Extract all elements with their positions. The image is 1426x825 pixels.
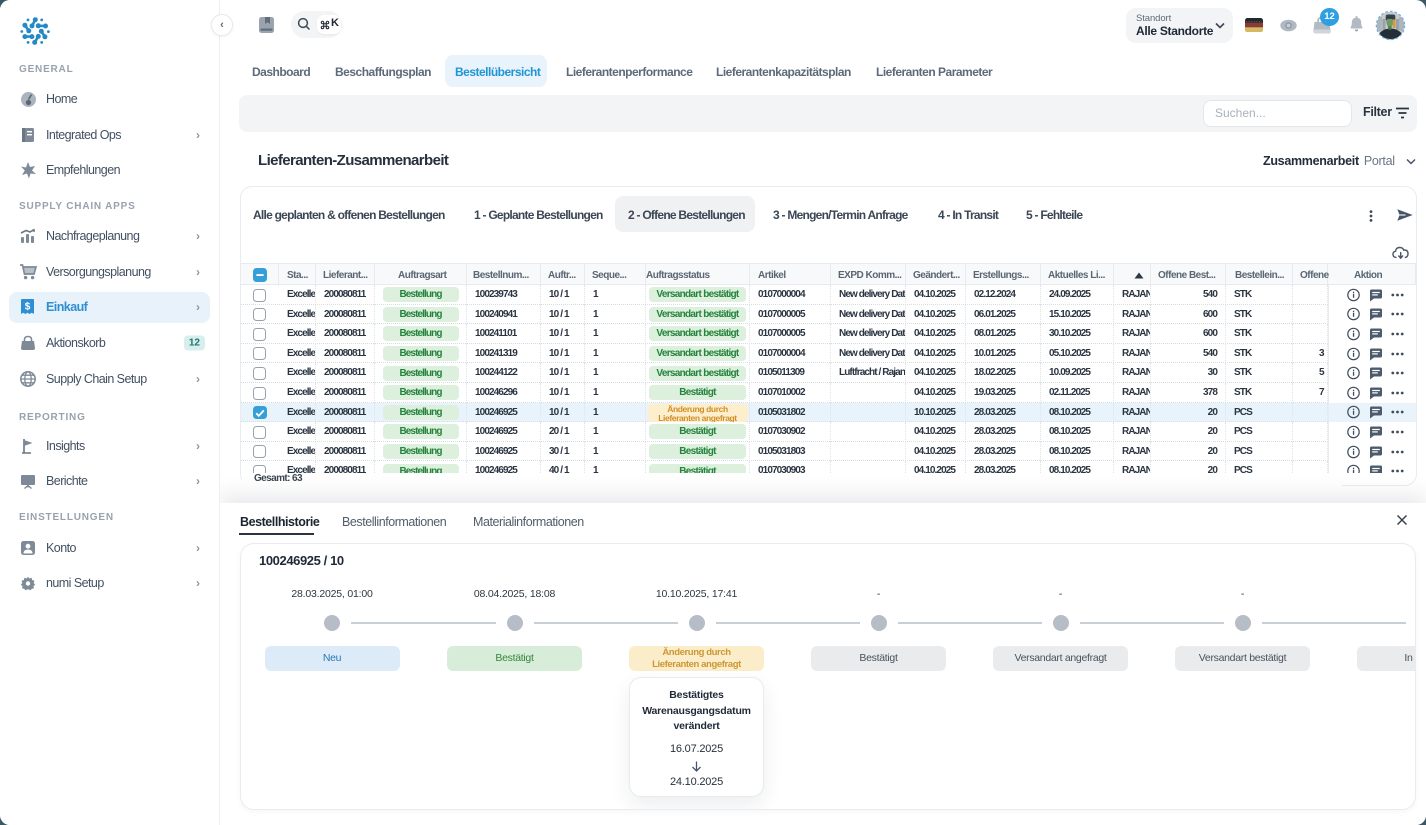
svg-text:$: $ xyxy=(25,302,31,313)
